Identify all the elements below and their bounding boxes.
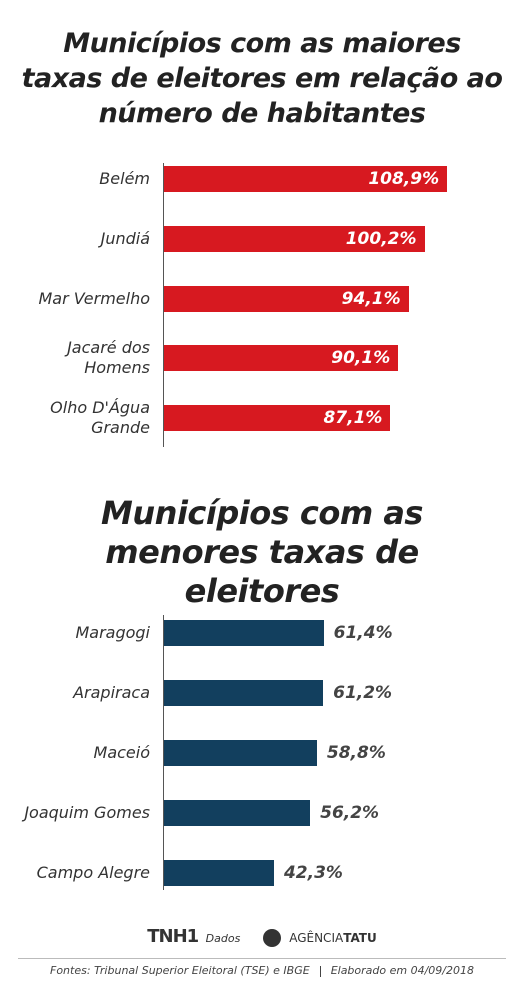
logo-dados: Dados (205, 932, 241, 945)
value-label: 42,3% (283, 863, 343, 883)
footer-text: Fontes: Tribunal Superior Eleitoral (TSE… (0, 964, 524, 977)
axis-line (163, 615, 164, 890)
value-label: 87,1% (323, 408, 383, 429)
value-label: 56,2% (320, 803, 380, 823)
logo-tatu: TATU (343, 931, 377, 945)
bar (164, 405, 391, 432)
value-label: 90,1% (331, 348, 391, 369)
separator (319, 965, 321, 977)
axis-line (163, 163, 164, 447)
bar (164, 225, 425, 252)
bar (164, 680, 324, 706)
bar (164, 800, 311, 826)
sources: Fontes: Tribunal Superior Eleitoral (TSE… (50, 964, 310, 977)
category-label: Maceió (93, 743, 150, 762)
chart-title: Municípios com as maiores taxas de eleit… (21, 28, 503, 129)
category-label: Joaquim Gomes (24, 803, 150, 822)
value-label: 100,2% (345, 228, 417, 249)
category-label: Belém (99, 169, 150, 188)
value-label: 94,1% (341, 288, 401, 309)
logo-tnh1: TNH1 (147, 926, 199, 947)
bar (164, 860, 274, 886)
bar (164, 620, 324, 646)
chart-title: Municípios com as menores taxas de eleit… (101, 494, 423, 610)
category-label: Jundiá (100, 228, 150, 248)
value-label: 61,4% (333, 623, 393, 643)
bar (164, 285, 409, 312)
bar (164, 740, 317, 766)
bar (164, 166, 448, 192)
category-label: Mar Vermelho (38, 288, 150, 308)
logo-icon (262, 929, 281, 947)
footer-logos: TNH1 Dados AGÊNCIATATU (0, 926, 524, 947)
category-label: Olho D'Água Grande (50, 398, 150, 438)
footer-rule (18, 958, 506, 959)
category-label: Maragogi (75, 623, 150, 642)
value-label: 108,9% (368, 169, 440, 189)
category-label: Jacaré dos Homens (67, 338, 150, 378)
category-label: Arapiraca (73, 683, 150, 702)
value-label: 58,8% (326, 743, 386, 763)
category-label: Campo Alegre (36, 863, 150, 882)
logo-agencia: AGÊNCIA (289, 931, 344, 945)
value-label: 61,2% (333, 683, 393, 703)
bar (164, 345, 399, 372)
credit: Elaborado em 04/09/2018 (330, 964, 474, 977)
